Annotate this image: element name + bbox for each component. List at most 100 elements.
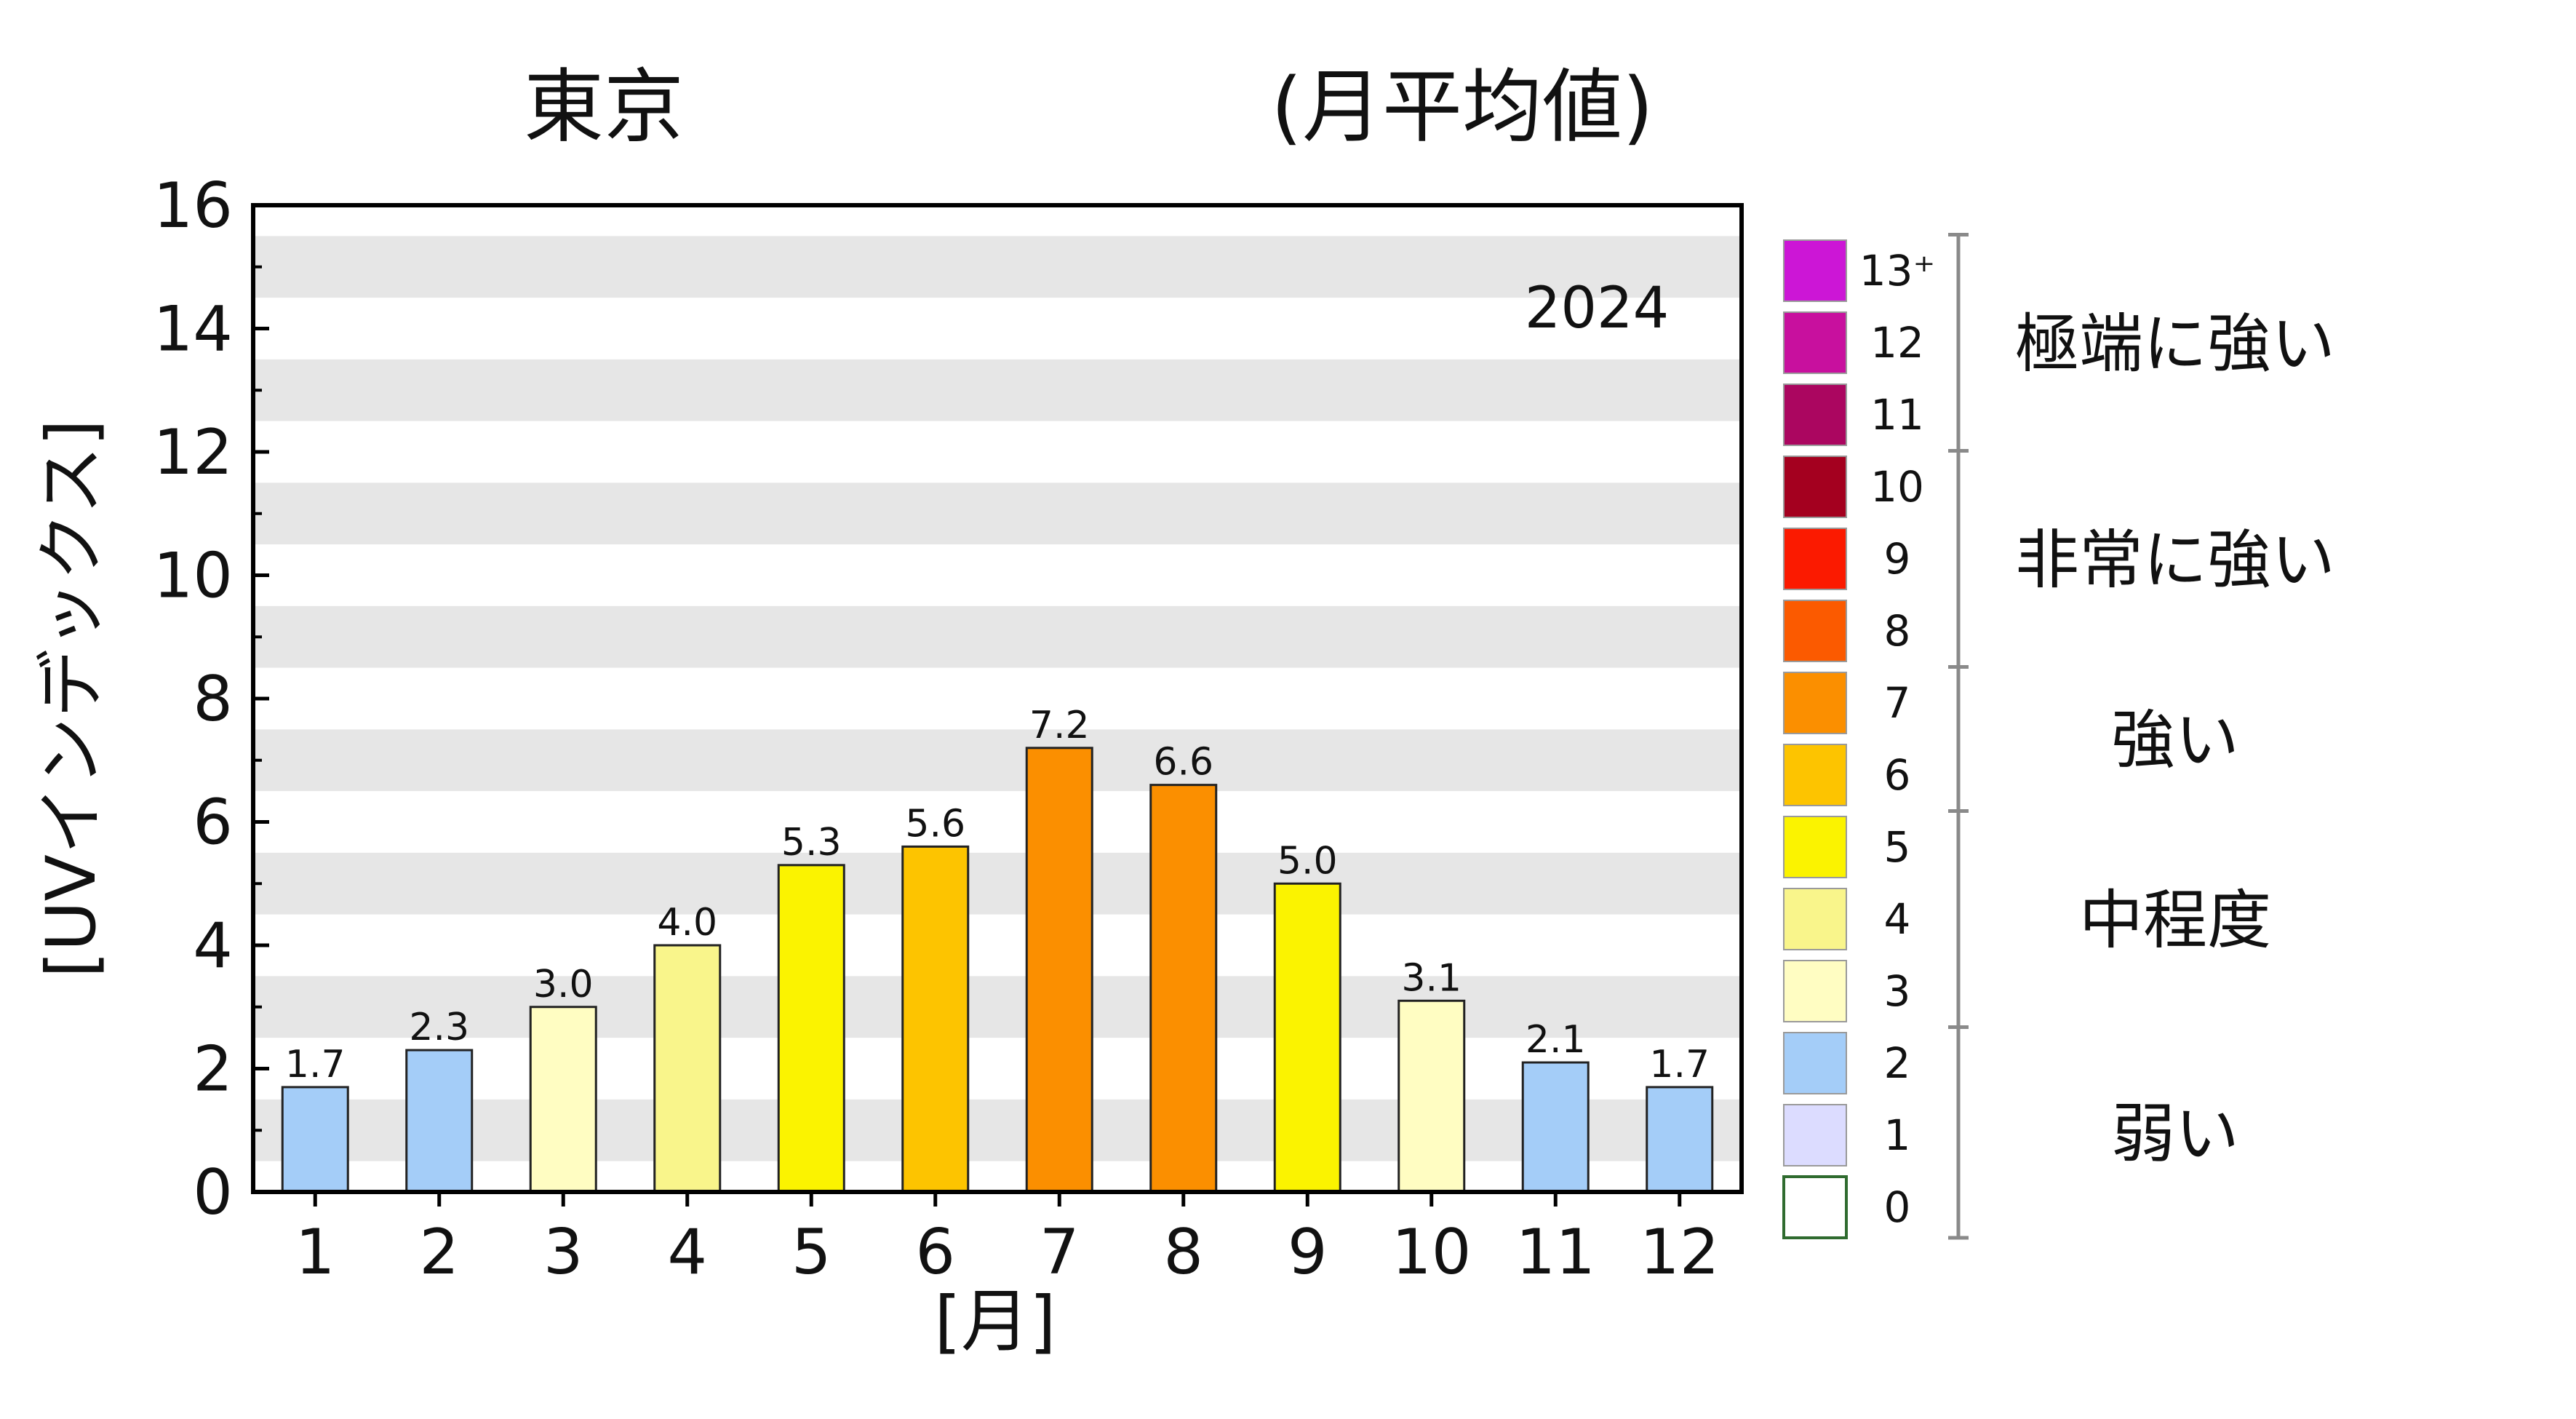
legend-value-label: 4 (1884, 894, 1911, 944)
x-tick-label: 4 (667, 1216, 707, 1289)
y-tick-label: 10 (153, 540, 233, 613)
legend-value-label: 2 (1884, 1038, 1911, 1088)
data-label-month-8: 6.6 (1153, 741, 1213, 784)
data-label-month-6: 5.6 (905, 802, 965, 846)
y-tick-label: 16 (153, 170, 233, 242)
y-axis-ticks (253, 203, 269, 1194)
data-label-month-9: 5.0 (1277, 839, 1338, 883)
bar-month-6 (901, 845, 970, 1193)
grid-band (253, 605, 1742, 668)
bar-month-9 (1273, 882, 1341, 1193)
x-tick-label: 3 (543, 1216, 583, 1289)
uv-scale-legend (1782, 239, 1848, 1239)
year-label: 2024 (1525, 276, 1670, 341)
bar-month-5 (777, 864, 845, 1193)
legend-swatch-1 (1783, 311, 1847, 374)
y-tick-label: 2 (193, 1033, 233, 1106)
legend-value-label: 5 (1884, 822, 1911, 872)
grid-band (253, 852, 1742, 915)
legend-value-label: 12 (1870, 318, 1924, 367)
legend-value-label: 10 (1870, 462, 1924, 512)
chart-subtitle: (月平均値) (1271, 60, 1654, 154)
legend-swatch-2 (1783, 383, 1847, 446)
x-tick-label: 5 (791, 1216, 832, 1289)
bar-month-8 (1149, 784, 1218, 1193)
grid-band (253, 359, 1742, 421)
grid-band (253, 1099, 1742, 1161)
legend-swatch-10 (1783, 960, 1847, 1022)
legend-swatch-6 (1783, 672, 1847, 734)
x-tick-label: 9 (1288, 1216, 1328, 1289)
legend-value-label: 8 (1884, 606, 1911, 656)
bar-month-3 (529, 1006, 597, 1193)
legend-value-label: 11 (1870, 390, 1924, 440)
data-label-month-1: 1.7 (285, 1043, 346, 1086)
x-tick-label: 12 (1640, 1216, 1719, 1289)
y-tick-label: 8 (193, 663, 233, 736)
x-tick-label: 7 (1040, 1216, 1080, 1289)
y-tick-label: 14 (153, 293, 233, 366)
x-tick-label: 8 (1163, 1216, 1203, 1289)
grid-band (253, 482, 1742, 545)
legend-swatch-5 (1783, 600, 1847, 662)
legend-value-label: 3 (1884, 966, 1911, 1016)
x-axis-tick-labels: 1 2 3 4 5 6 7 8 9 10 11 12 (295, 1216, 1720, 1289)
bar-month-10 (1397, 999, 1466, 1193)
data-label-month-5: 5.3 (781, 821, 842, 864)
bar-month-11 (1521, 1061, 1590, 1193)
y-tick-label: 6 (193, 787, 233, 859)
legend-swatch-11 (1783, 1032, 1847, 1094)
x-tick-label: 11 (1516, 1216, 1595, 1289)
legend-value-label: 6 (1884, 750, 1911, 800)
legend-value-label: 7 (1884, 678, 1911, 728)
legend-swatch-13 (1782, 1175, 1848, 1239)
bar-series (281, 747, 1714, 1193)
grid-band (253, 729, 1742, 792)
x-tick-label: 1 (295, 1216, 335, 1289)
y-tick-label: 12 (153, 416, 233, 489)
y-tick-label: 0 (193, 1156, 233, 1229)
x-axis-title: [月] (934, 1282, 1056, 1362)
category-label-2: 強い (2111, 703, 2239, 778)
bar-month-7 (1025, 747, 1093, 1193)
x-axis-ticks (313, 1192, 1682, 1207)
category-label-3: 中程度 (2079, 883, 2271, 958)
legend-swatch-3 (1783, 456, 1847, 518)
bar-month-4 (653, 944, 722, 1193)
legend-swatch-0 (1783, 239, 1847, 302)
legend-value-label: 0 (1884, 1182, 1911, 1232)
data-label-month-11: 2.1 (1526, 1018, 1586, 1062)
x-tick-label: 10 (1392, 1216, 1471, 1289)
category-label-1: 非常に強い (2015, 522, 2335, 597)
legend-swatch-7 (1783, 744, 1847, 806)
x-tick-label: 6 (915, 1216, 955, 1289)
data-label-month-7: 7.2 (1029, 704, 1090, 747)
legend-value-label: 9 (1884, 534, 1911, 584)
y-axis-tick-labels: 0 2 4 6 8 10 12 14 16 (153, 170, 233, 1229)
legend-swatch-9 (1783, 888, 1847, 950)
y-tick-label: 4 (193, 910, 233, 982)
category-label-4: 弱い (2111, 1096, 2239, 1171)
legend-swatch-12 (1783, 1104, 1847, 1166)
uv-category-bracket (1948, 233, 1969, 1240)
legend-value-label: 1 (1884, 1110, 1911, 1160)
grid-band (253, 976, 1742, 1038)
legend-swatch-8 (1783, 816, 1847, 878)
legend-value-label: 13⁺ (1859, 246, 1935, 295)
x-tick-label: 2 (419, 1216, 459, 1289)
category-label-0: 極端に強い (2015, 306, 2335, 381)
data-label-month-12: 1.7 (1649, 1043, 1710, 1086)
y-axis-title: [UVインデックス] (32, 419, 111, 978)
legend-swatch-4 (1783, 528, 1847, 590)
chart-title: 東京 (524, 60, 684, 154)
grid-band (253, 236, 1742, 298)
bar-month-12 (1646, 1086, 1714, 1193)
bar-month-2 (405, 1049, 474, 1193)
data-label-month-2: 2.3 (409, 1006, 469, 1049)
data-label-month-10: 3.1 (1401, 956, 1462, 1000)
data-label-month-4: 4.0 (657, 901, 717, 945)
data-labels: 1.7 2.3 3.0 4.0 5.3 5.6 7.2 6.6 5.0 3.1 2.1 1.7 (285, 704, 1710, 1086)
